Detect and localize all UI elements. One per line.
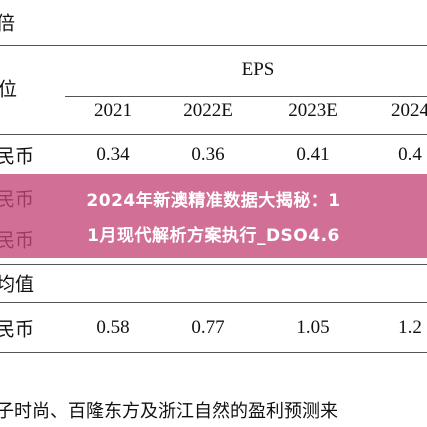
column-header: 2023E xyxy=(288,100,338,121)
cell: 0.4 xyxy=(398,144,422,165)
cell: 0.41 xyxy=(296,144,330,165)
banner-line: 2024年新澳精准数据大揭秘：1 xyxy=(86,191,341,211)
rule xyxy=(0,302,427,303)
group-header: EPS xyxy=(241,59,275,80)
row-label: 民币 xyxy=(0,319,35,341)
footnote: 子时尚、百隆东方及浙江自然的盈利预测来 xyxy=(0,401,338,421)
unit-header: 倍 xyxy=(0,13,16,35)
column-header: 2022E xyxy=(183,100,233,121)
column-header: 2021 xyxy=(94,100,132,121)
rule xyxy=(0,134,427,135)
rule xyxy=(65,96,427,97)
rule xyxy=(0,352,427,353)
unit-label: 位 xyxy=(0,79,18,101)
row-label: 均值 xyxy=(0,274,35,296)
cell: 0.34 xyxy=(96,144,130,165)
rule xyxy=(0,45,427,46)
column-header: 2024 xyxy=(391,100,427,121)
banner: 2024年新澳精准数据大揭秘：1 1月现代解析方案执行_DSO4.6 xyxy=(0,174,427,258)
cell: 0.77 xyxy=(191,317,225,338)
cell: 1.05 xyxy=(296,317,330,338)
cell: 0.58 xyxy=(96,317,130,338)
row-label: 民币 xyxy=(0,146,35,168)
cell: 0.36 xyxy=(191,144,225,165)
banner-line: 1月现代解析方案执行_DSO4.6 xyxy=(87,226,340,246)
cell: 1.2 xyxy=(398,317,422,338)
rule xyxy=(0,264,427,265)
